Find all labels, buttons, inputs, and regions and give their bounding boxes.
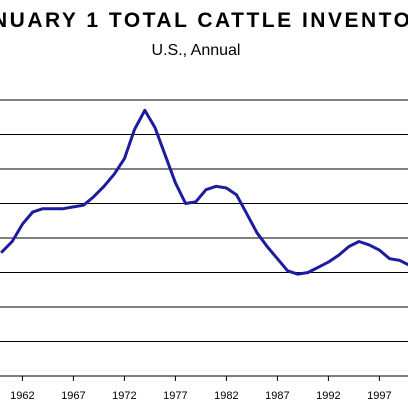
x-tick-label: 1972 [112, 390, 136, 402]
gridlines [0, 99, 408, 377]
x-tick-label: 1992 [316, 390, 340, 402]
series-line [0, 108, 408, 276]
x-tick-label: 1962 [10, 390, 34, 402]
x-tick-label: 1977 [163, 390, 187, 402]
x-tick-label: 1982 [214, 390, 238, 402]
series-layer [0, 108, 408, 276]
x-tick-label: 1987 [265, 390, 289, 402]
x-axis-ticks: 1962 1967 1972 1977 1982 1987 1992 1997 [10, 376, 392, 402]
x-tick-label: 1967 [61, 390, 85, 402]
x-tick-label: 1997 [367, 390, 391, 402]
chart-title: JANUARY 1 TOTAL CATTLE INVENTORY [0, 9, 408, 32]
chart-subtitle: U.S., Annual [152, 42, 241, 59]
